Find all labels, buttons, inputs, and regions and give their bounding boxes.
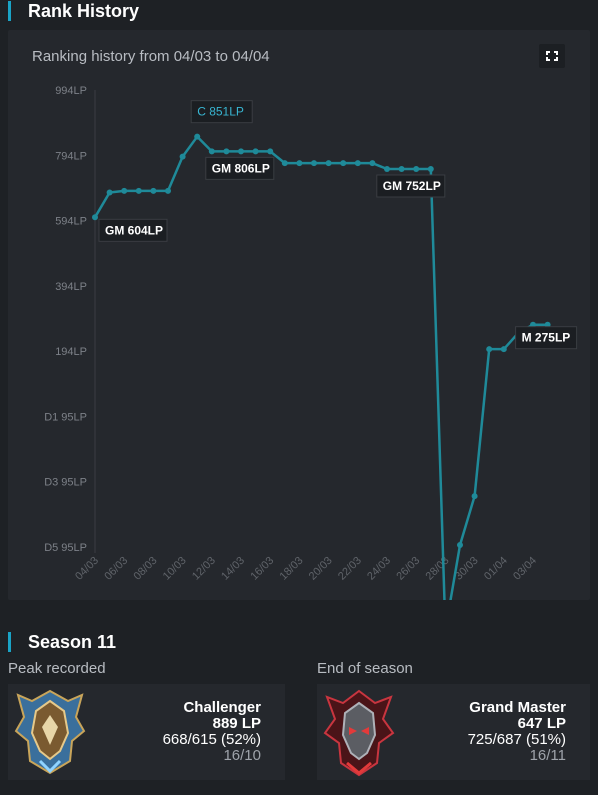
rank-data-point: [471, 493, 478, 500]
season-header: Season 11: [8, 631, 116, 653]
peak-tier: Challenger: [183, 699, 261, 716]
rank-data-point: [457, 542, 463, 549]
x-tick-label: 03/04: [511, 555, 539, 583]
end-tier: Grand Master: [469, 699, 566, 716]
y-tick-label: D3 95LP: [44, 477, 87, 489]
rank-history-header: Rank History: [8, 0, 139, 22]
annotation-label: GM 806LP: [212, 161, 270, 175]
y-tick-label: 794LP: [55, 150, 87, 162]
rank-data-point: [340, 160, 347, 167]
annotation-label: GM 604LP: [105, 223, 163, 237]
rank-data-point: [311, 160, 317, 167]
rank-data-point: [135, 187, 142, 194]
rank-data-point: [413, 165, 420, 172]
annotation-box: [515, 326, 578, 350]
rank-data-point: [384, 165, 390, 172]
fullscreen-icon: [546, 51, 558, 61]
accent-bar: [8, 1, 11, 21]
rank-data-point: [92, 214, 98, 221]
y-tick-label: 394LP: [55, 281, 87, 293]
peak-lp: 889 LP: [212, 715, 261, 732]
peak-recorded-label: Peak recorded: [8, 660, 106, 677]
end-of-season-label: End of season: [317, 660, 413, 677]
rank-history-chart-card: Ranking history from 04/03 to 04/04 994L…: [8, 30, 590, 600]
rank-data-point: [267, 148, 274, 155]
y-tick-label: D1 95LP: [44, 411, 87, 423]
end-date: 16/11: [529, 747, 566, 764]
accent-bar: [8, 632, 11, 652]
x-tick-label: 28/03: [424, 555, 452, 583]
end-winloss: 725/687 (51%): [467, 731, 566, 748]
x-tick-label: 24/03: [365, 555, 393, 583]
rank-data-point: [500, 346, 507, 353]
x-tick-label: 12/03: [190, 555, 218, 583]
chart-title: Ranking history from 04/03 to 04/04: [32, 48, 270, 65]
x-tick-label: 18/03: [278, 555, 306, 583]
rank-data-point: [325, 160, 332, 167]
fullscreen-button[interactable]: [539, 44, 565, 68]
x-tick-label: 01/04: [482, 555, 510, 583]
x-tick-label: 26/03: [394, 555, 422, 583]
rank-data-point: [165, 187, 171, 194]
rank-data-point: [238, 148, 244, 155]
season-title: Season 11: [28, 631, 117, 652]
annotation-label: GM 752LP: [383, 179, 441, 193]
x-tick-label: 10/03: [161, 555, 189, 583]
rank-data-point: [369, 160, 376, 167]
peak-date: 16/10: [223, 747, 261, 764]
annotation-box: [376, 174, 446, 198]
annotation-box: [205, 156, 275, 180]
rank-data-point: [121, 187, 128, 194]
annotation-box: [190, 100, 253, 124]
rank-data-point: [354, 160, 361, 167]
x-tick-label: 22/03: [336, 555, 364, 583]
rank-data-point: [281, 160, 288, 167]
rank-data-point: [208, 148, 215, 155]
end-rank-info: Grand Master 647 LP 725/687 (51%) 16/11: [468, 700, 566, 764]
x-tick-label: 16/03: [248, 555, 276, 583]
rank-data-point: [223, 148, 230, 155]
rank-history-title: Rank History: [28, 0, 140, 21]
x-tick-label: 06/03: [102, 555, 130, 583]
rank-data-point: [296, 160, 303, 167]
rank-data-point: [106, 189, 113, 196]
rank-history-chart: 994LP 794LP 594LP 394LP 194LP D1 95LP D3 95LP D…: [44, 85, 578, 600]
end-lp: 647 LP: [517, 715, 566, 732]
rank-data-point: [252, 148, 259, 155]
end-of-season-rank-card: Grand Master 647 LP 725/687 (51%) 16/11: [317, 684, 590, 780]
rank-data-point: [427, 165, 434, 172]
x-tick-label: 08/03: [132, 555, 160, 583]
y-tick-label: 194LP: [55, 346, 87, 358]
y-tick-label: 994LP: [55, 85, 87, 97]
x-tick-label: 20/03: [307, 555, 335, 583]
rank-data-point: [179, 153, 186, 160]
rank-data-point: [486, 346, 493, 353]
x-tick-label: 14/03: [219, 555, 247, 583]
rank-data-point: [194, 133, 201, 140]
x-tick-label: 04/03: [73, 555, 101, 583]
rank-data-point: [398, 165, 405, 172]
annotation-label: M 275LP: [522, 331, 571, 345]
y-tick-label: 594LP: [55, 216, 87, 228]
rank-data-point: [150, 187, 157, 194]
peak-rank-card: Challenger 889 LP 668/615 (52%) 16/10: [8, 684, 285, 780]
y-tick-label: D5 95LP: [44, 542, 87, 554]
peak-winloss: 668/615 (52%): [162, 731, 261, 748]
grandmaster-emblem-icon: [323, 689, 395, 777]
challenger-emblem-icon: [14, 689, 86, 775]
peak-rank-info: Challenger 889 LP 668/615 (52%) 16/10: [163, 700, 261, 764]
annotation-label: C 851LP: [197, 105, 244, 119]
annotation-box: [98, 218, 168, 242]
rank-series-line: [93, 135, 548, 600]
